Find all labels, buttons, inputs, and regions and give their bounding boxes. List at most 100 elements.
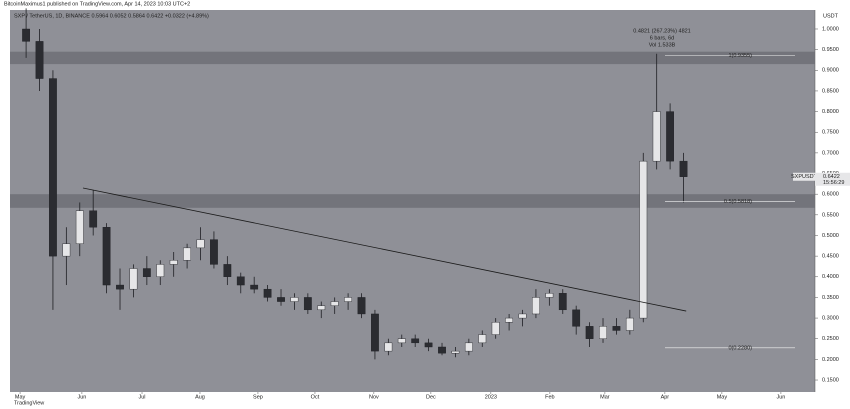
- x-tick-label: Oct: [311, 394, 320, 400]
- candle-body: [545, 293, 554, 298]
- annotation: 0.4821 (267.23%) 4821: [633, 28, 691, 34]
- candle-body: [22, 28, 30, 42]
- axis-unit: USDT: [823, 13, 839, 19]
- candle-body: [169, 260, 178, 265]
- y-tick-label: 0.7500: [822, 130, 839, 136]
- x-tick-label: May: [717, 394, 728, 400]
- candle-body: [397, 338, 406, 344]
- candle-body: [639, 160, 648, 319]
- y-tick-label: 0.3500: [822, 295, 839, 301]
- y-tick-label: 0.3000: [822, 316, 839, 322]
- fib-level-label: 1(0.9355): [728, 53, 752, 59]
- candle-body: [330, 301, 339, 306]
- candle-body: [196, 239, 205, 249]
- candle-body: [344, 297, 352, 302]
- candle-body: [116, 284, 124, 290]
- y-tick-label: 0.4000: [822, 274, 839, 280]
- candle-body: [666, 111, 674, 162]
- candle-body: [679, 160, 688, 177]
- candle-body: [102, 227, 111, 286]
- candle-body: [156, 264, 165, 277]
- candle-body: [491, 322, 500, 335]
- zone: [10, 194, 815, 208]
- y-tick-label: 0.2500: [822, 336, 839, 342]
- candle-body: [62, 243, 71, 257]
- y-tick-label: 0.4500: [822, 254, 839, 260]
- y-tick-label: 0.6000: [822, 192, 839, 198]
- symbol-info: SXP / TetherUS, 1D, BINANCE 0.5964 0.605…: [14, 13, 209, 19]
- x-tick-label: Aug: [195, 394, 205, 400]
- x-tick-label: May: [15, 394, 26, 400]
- zone: [10, 51, 815, 65]
- candle-body: [438, 346, 446, 354]
- candle-body: [478, 334, 487, 344]
- candle-body: [290, 297, 299, 302]
- x-tick-label: Mar: [600, 394, 610, 400]
- x-tick-label: Feb: [545, 394, 554, 400]
- y-tick-label: 0.9000: [822, 68, 839, 74]
- fib-level-label: 0.5(0.5818): [724, 199, 752, 205]
- candle-body: [357, 297, 366, 315]
- candle-body: [210, 239, 218, 265]
- candle-body: [317, 305, 326, 311]
- candle-body: [612, 326, 621, 331]
- candle-body: [652, 111, 661, 162]
- price-tag: [815, 172, 850, 186]
- candle-body: [518, 313, 527, 319]
- candle-body: [384, 342, 393, 352]
- candle-body: [183, 247, 191, 261]
- x-tick-label: 2023: [485, 394, 497, 400]
- candle-body: [35, 41, 44, 79]
- candle-body: [451, 350, 460, 354]
- x-tick-label: Dec: [426, 394, 436, 400]
- x-tick-label: Sep: [253, 394, 263, 400]
- x-tick-label: Apr: [661, 394, 670, 400]
- x-tick-label: Jun: [776, 394, 785, 400]
- candle-body: [424, 342, 433, 348]
- candle-body: [532, 297, 540, 315]
- candle-body: [263, 288, 272, 298]
- candle-body: [49, 78, 57, 257]
- candle-body: [572, 309, 581, 327]
- candle-body: [129, 268, 138, 290]
- candle-body: [223, 264, 232, 277]
- footer: TradingView: [14, 400, 44, 406]
- candle-body: [411, 338, 420, 344]
- candle-body: [599, 326, 607, 339]
- candle-body: [558, 293, 567, 311]
- candle-body: [250, 284, 259, 290]
- annotation: Vol 1.533B: [649, 42, 676, 48]
- annotation: 6 bars, 6d: [650, 35, 674, 41]
- symbol-label: SXPUSDT: [791, 174, 818, 180]
- x-tick-label: Nov: [369, 394, 379, 400]
- y-tick-label: 1.0000: [822, 26, 839, 32]
- candle-body: [89, 210, 98, 228]
- symbol-tag: [793, 172, 815, 181]
- candle-body: [277, 297, 285, 302]
- candle-body: [505, 317, 513, 323]
- candle-body: [625, 317, 634, 331]
- x-tick-label: Jul: [139, 394, 146, 400]
- y-tick-label: 0.9500: [822, 47, 839, 53]
- x-tick-label: Jun: [77, 394, 86, 400]
- y-tick-label: 0.8000: [822, 109, 839, 115]
- y-tick-label: 0.5500: [822, 212, 839, 218]
- y-tick-label: 0.1500: [822, 377, 839, 383]
- candle-body: [75, 210, 84, 244]
- y-tick-label: 0.8500: [822, 88, 839, 94]
- price-label: 0.6422: [823, 174, 840, 180]
- y-tick-label: 0.7000: [822, 150, 839, 156]
- candle-body: [303, 297, 312, 311]
- y-tick-label: 0.2000: [822, 357, 839, 363]
- countdown: 15:56:29: [823, 180, 844, 186]
- candle-body: [371, 313, 379, 352]
- y-tick-label: 0.5000: [822, 233, 839, 239]
- candle-body: [142, 268, 151, 277]
- candle-body: [236, 276, 245, 286]
- header: BitcoinMaximus1 published on TradingView…: [4, 1, 190, 7]
- candle-body: [464, 342, 473, 352]
- trendline: [82, 187, 687, 312]
- candle-body: [585, 326, 594, 339]
- fib-level-label: 0(0.2280): [728, 345, 752, 351]
